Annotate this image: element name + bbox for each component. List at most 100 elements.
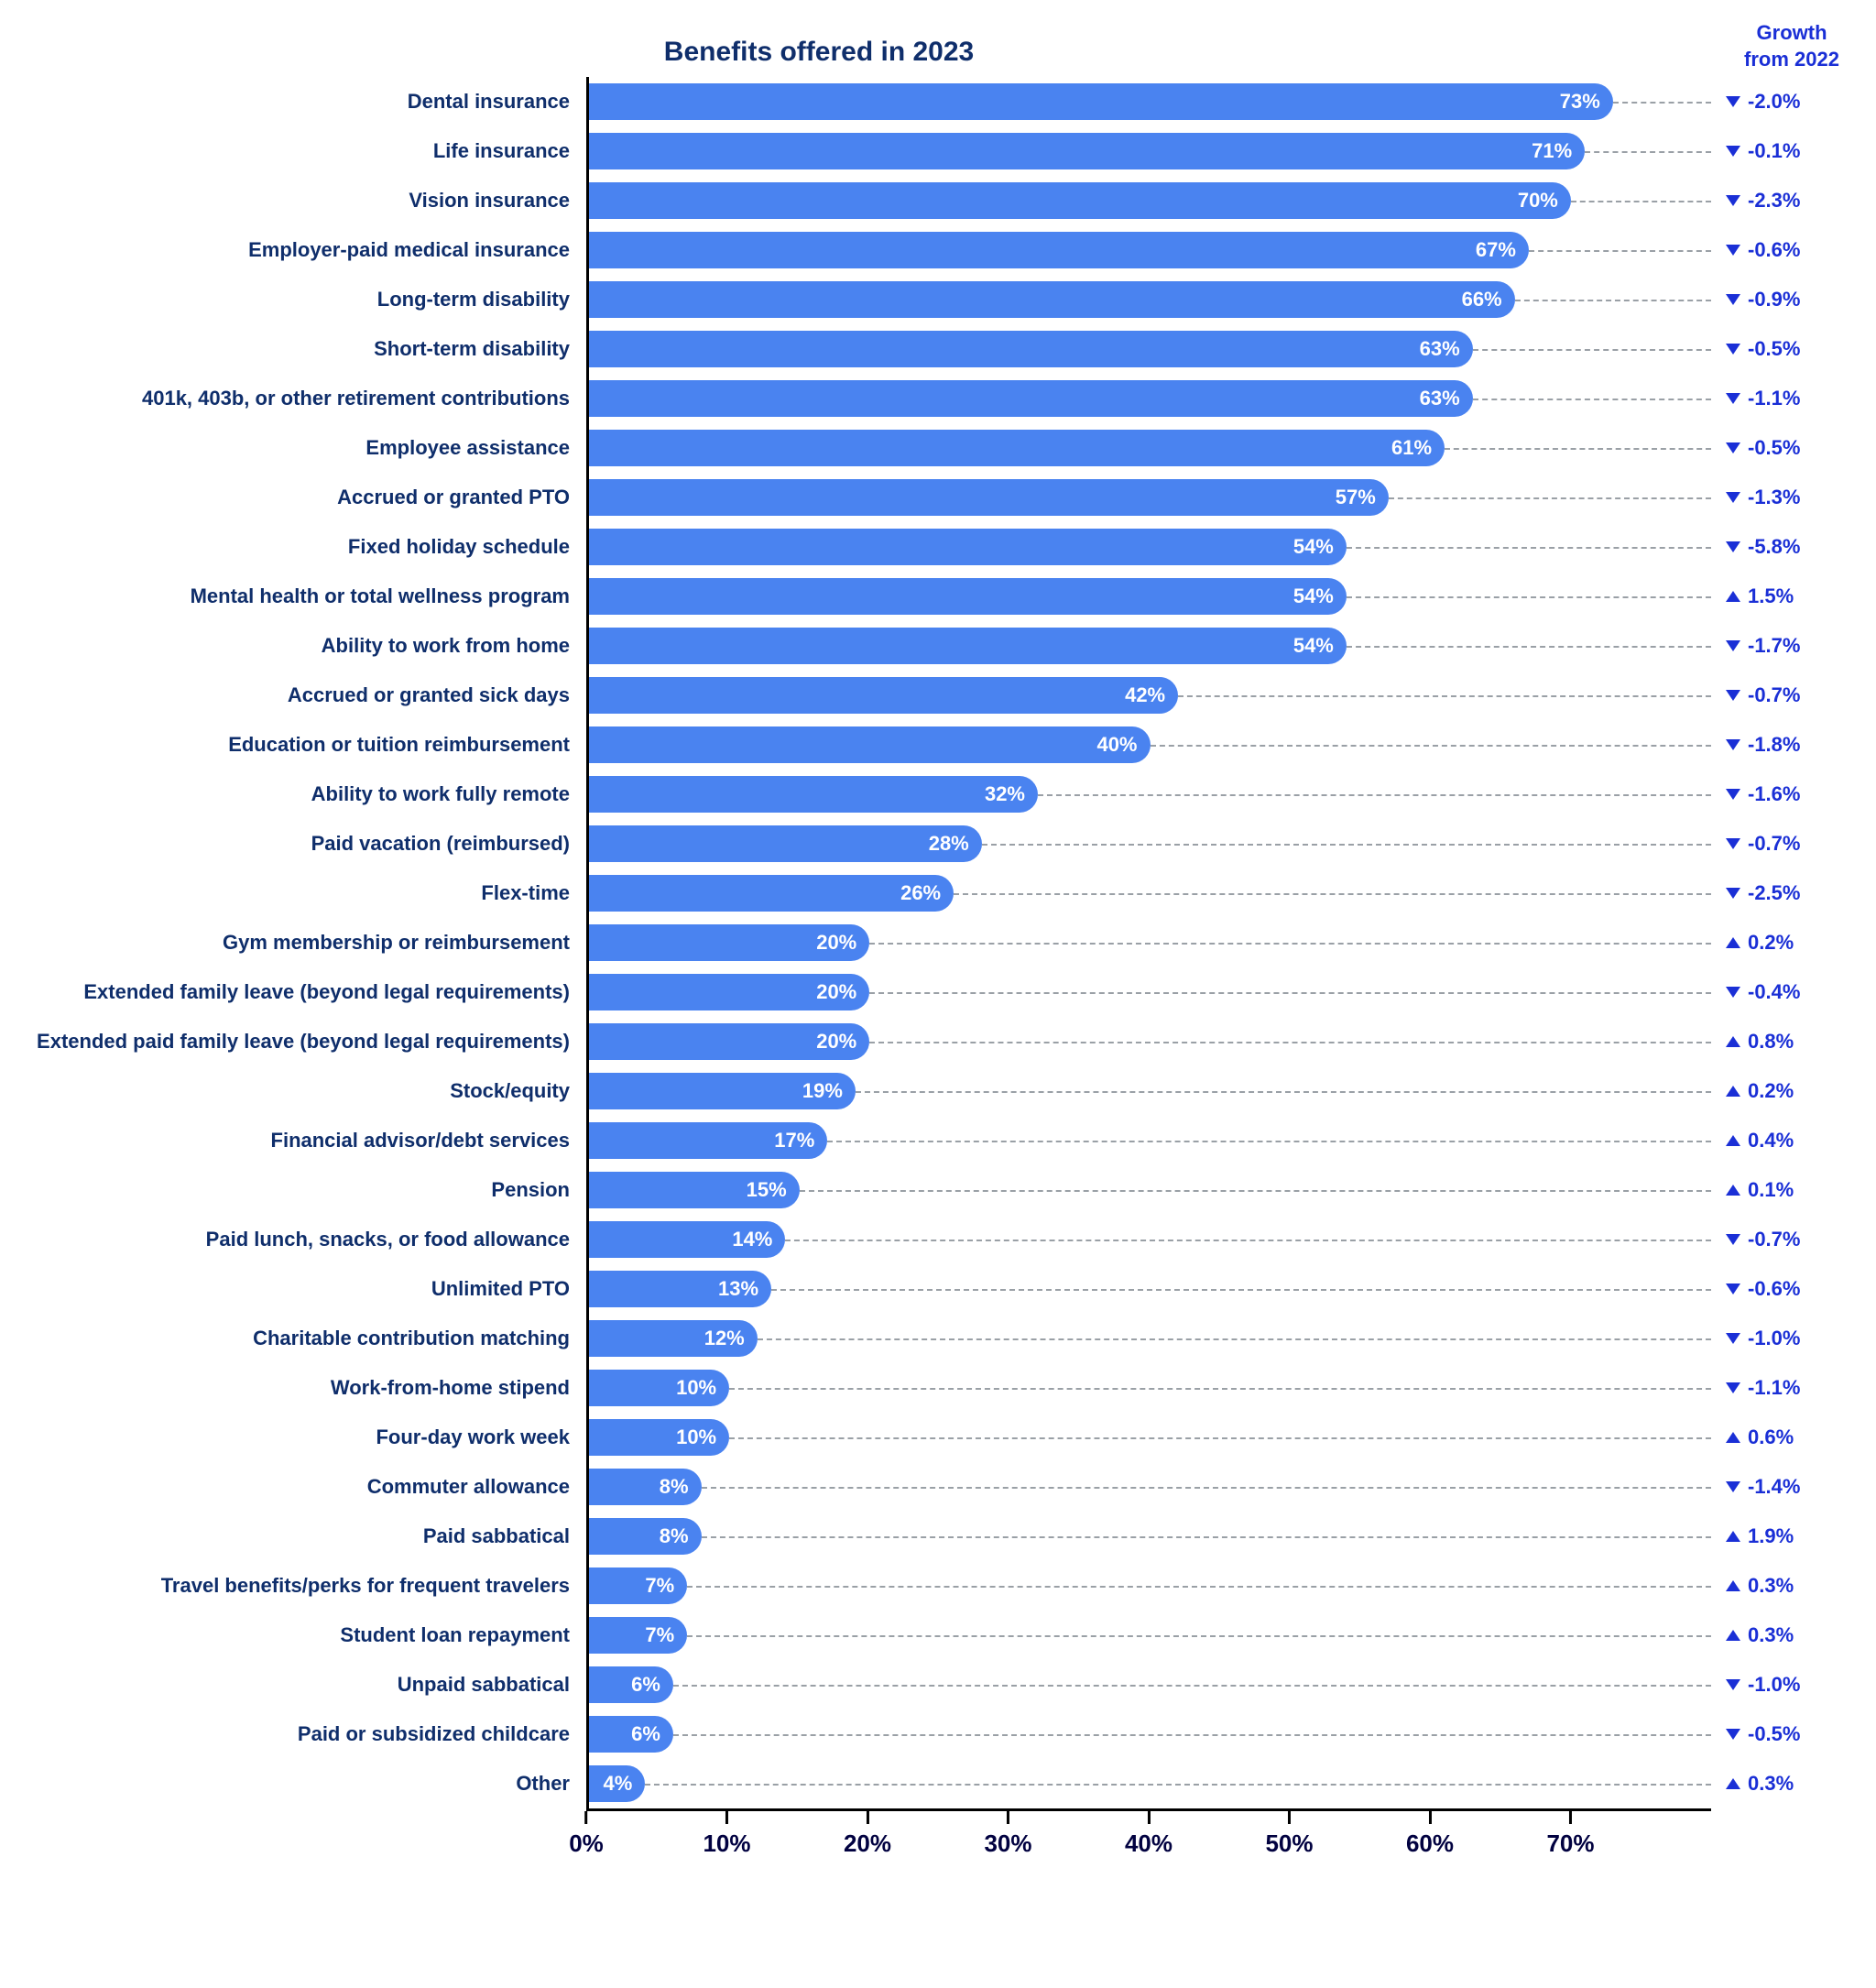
- bar-value-label: 66%: [1462, 288, 1502, 311]
- chart-row: Vision insurance70%-2.3%: [37, 176, 1839, 225]
- leader-line: [827, 1141, 1711, 1142]
- bar: 7%: [589, 1567, 687, 1604]
- bar-area: 66%: [586, 275, 1711, 324]
- bar: 8%: [589, 1469, 702, 1505]
- chart-row: Employee assistance61%-0.5%: [37, 423, 1839, 473]
- chart-row: Extended paid family leave (beyond legal…: [37, 1017, 1839, 1066]
- category-label: Education or tuition reimbursement: [37, 733, 586, 757]
- growth-value: -0.6%: [1748, 238, 1800, 262]
- triangle-down-icon: [1726, 442, 1740, 453]
- growth-value: -0.5%: [1748, 1722, 1800, 1746]
- growth-cell: 0.2%: [1711, 931, 1839, 955]
- category-label: Short-term disability: [37, 337, 586, 361]
- bar: 17%: [589, 1122, 827, 1159]
- triangle-down-icon: [1726, 838, 1740, 849]
- chart-body: Dental insurance73%-2.0%Life insurance71…: [37, 77, 1839, 1863]
- growth-cell: -1.8%: [1711, 733, 1839, 757]
- bar-value-label: 67%: [1476, 238, 1516, 262]
- bar-value-label: 28%: [929, 832, 969, 856]
- bar: 8%: [589, 1518, 702, 1555]
- chart-row: Paid vacation (reimbursed)28%-0.7%: [37, 819, 1839, 868]
- bar: 32%: [589, 776, 1038, 813]
- growth-value: 0.3%: [1748, 1574, 1794, 1598]
- category-label: Long-term disability: [37, 288, 586, 311]
- bar: 28%: [589, 825, 982, 862]
- bar: 57%: [589, 479, 1389, 516]
- leader-line: [856, 1091, 1711, 1093]
- growth-value: 0.6%: [1748, 1425, 1794, 1449]
- triangle-up-icon: [1726, 1778, 1740, 1789]
- bar-value-label: 26%: [900, 881, 941, 905]
- leader-line: [1178, 695, 1711, 697]
- chart-row: Mental health or total wellness program5…: [37, 572, 1839, 621]
- category-label: Stock/equity: [37, 1079, 586, 1103]
- growth-value: -1.6%: [1748, 782, 1800, 806]
- bar-value-label: 6%: [631, 1722, 660, 1746]
- growth-cell: -5.8%: [1711, 535, 1839, 559]
- triangle-down-icon: [1726, 492, 1740, 503]
- bar: 6%: [589, 1716, 673, 1753]
- bar-area: 57%: [586, 473, 1711, 522]
- bar: 71%: [589, 133, 1585, 169]
- triangle-up-icon: [1726, 1086, 1740, 1097]
- bar-area: 19%: [586, 1066, 1711, 1116]
- bar-area: 10%: [586, 1363, 1711, 1413]
- triangle-down-icon: [1726, 789, 1740, 800]
- category-label: Pension: [37, 1178, 586, 1202]
- growth-cell: -2.3%: [1711, 189, 1839, 213]
- bar-area: 6%: [586, 1709, 1711, 1759]
- growth-value: 1.5%: [1748, 584, 1794, 608]
- leader-line: [673, 1685, 1711, 1687]
- category-label: Employee assistance: [37, 436, 586, 460]
- bar: 67%: [589, 232, 1529, 268]
- category-label: 401k, 403b, or other retirement contribu…: [37, 387, 586, 410]
- growth-value: -1.0%: [1748, 1673, 1800, 1697]
- x-tick-label: 60%: [1406, 1830, 1454, 1858]
- leader-line: [1529, 250, 1711, 252]
- bar-area: 14%: [586, 1215, 1711, 1264]
- bar-area: 10%: [586, 1413, 1711, 1462]
- bar: 66%: [589, 281, 1515, 318]
- category-label: Student loan repayment: [37, 1623, 586, 1647]
- bar: 42%: [589, 677, 1178, 714]
- category-label: Unpaid sabbatical: [37, 1673, 586, 1697]
- leader-line: [1515, 300, 1711, 301]
- bar-area: 54%: [586, 572, 1711, 621]
- bar-area: 71%: [586, 126, 1711, 176]
- triangle-down-icon: [1726, 1382, 1740, 1393]
- x-tick-label: 0%: [569, 1830, 604, 1858]
- triangle-up-icon: [1726, 1135, 1740, 1146]
- bar-value-label: 40%: [1096, 733, 1137, 757]
- bar-value-label: 19%: [802, 1079, 843, 1103]
- x-tick: 50%: [1265, 1811, 1313, 1858]
- x-tick-label: 40%: [1125, 1830, 1172, 1858]
- x-tick: 30%: [984, 1811, 1031, 1858]
- growth-header-line2: from 2022: [1744, 47, 1839, 73]
- growth-cell: -1.0%: [1711, 1327, 1839, 1350]
- growth-value: -0.9%: [1748, 288, 1800, 311]
- triangle-up-icon: [1726, 1531, 1740, 1542]
- growth-cell: -0.5%: [1711, 337, 1839, 361]
- bar-value-label: 32%: [985, 782, 1025, 806]
- chart-row: Stock/equity 19% 0.2%: [37, 1066, 1839, 1116]
- chart-row: Four-day work week10% 0.6%: [37, 1413, 1839, 1462]
- category-label: Four-day work week: [37, 1425, 586, 1449]
- leader-line: [1347, 547, 1711, 549]
- x-tick: 10%: [703, 1811, 750, 1858]
- growth-cell: 0.3%: [1711, 1574, 1839, 1598]
- category-label: Paid or subsidized childcare: [37, 1722, 586, 1746]
- triangle-down-icon: [1726, 888, 1740, 899]
- triangle-down-icon: [1726, 987, 1740, 998]
- growth-value: -5.8%: [1748, 535, 1800, 559]
- growth-cell: -1.0%: [1711, 1673, 1839, 1697]
- growth-value: 0.2%: [1748, 1079, 1794, 1103]
- leader-line: [982, 844, 1711, 846]
- leader-line: [687, 1635, 1711, 1637]
- chart-row: Gym membership or reimbursement20%0.2%: [37, 918, 1839, 967]
- growth-value: 0.2%: [1748, 931, 1794, 955]
- growth-value: -2.3%: [1748, 189, 1800, 213]
- category-label: Vision insurance: [37, 189, 586, 213]
- growth-column-header: Growth from 2022: [1744, 20, 1839, 72]
- benefits-chart: Benefits offered in 2023 Growth from 202…: [37, 37, 1839, 1863]
- triangle-down-icon: [1726, 1729, 1740, 1740]
